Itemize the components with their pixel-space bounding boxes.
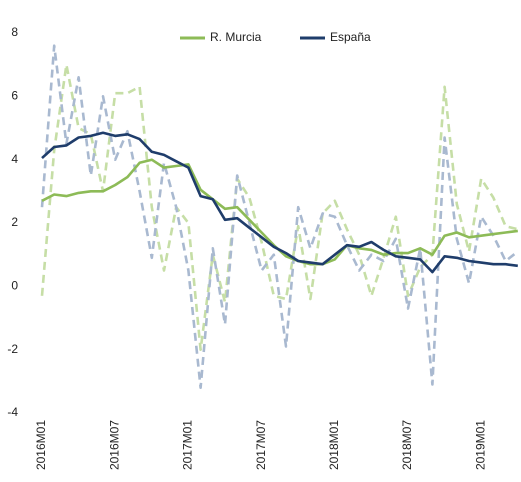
x-tick-label: 2017M07 xyxy=(254,420,268,470)
x-tick-label: 2018M07 xyxy=(400,420,414,470)
legend-label: España xyxy=(330,30,371,44)
y-tick-label: 4 xyxy=(11,152,18,166)
y-tick-label: -4 xyxy=(7,405,18,419)
dashed-line xyxy=(40,44,519,389)
x-tick-label: 2019M01 xyxy=(473,420,487,470)
y-tick-label: 6 xyxy=(11,89,18,103)
y-tick-label: -2 xyxy=(7,342,18,356)
x-tick-label: 2016M01 xyxy=(34,420,48,470)
y-tick-label: 8 xyxy=(11,25,18,39)
y-tick-label: 0 xyxy=(11,279,18,293)
x-tick-label: 2016M07 xyxy=(107,420,121,470)
dashed-line xyxy=(40,63,519,351)
series-line xyxy=(41,131,518,274)
legend-label: R. Murcia xyxy=(210,30,262,44)
y-tick-label: 2 xyxy=(11,215,18,229)
x-tick-label: 2017M01 xyxy=(181,420,195,470)
x-tick-label: 2018M01 xyxy=(327,420,341,470)
